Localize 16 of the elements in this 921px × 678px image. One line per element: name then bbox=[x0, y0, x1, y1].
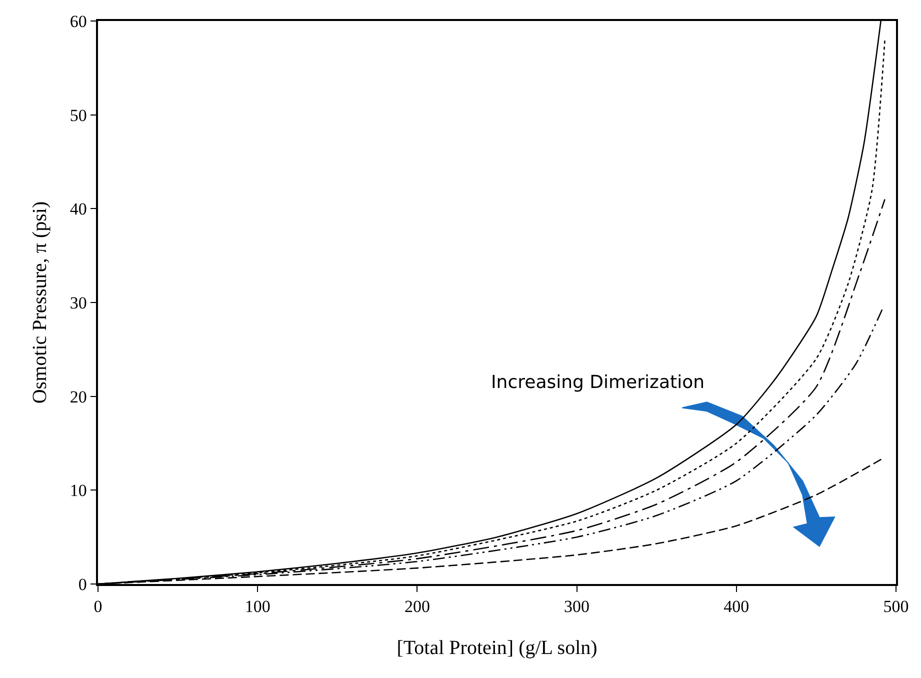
x-tick-label: 300 bbox=[564, 597, 590, 616]
y-axis-title: Osmotic Pressure, π (psi) bbox=[28, 201, 51, 404]
y-tick-label: 20 bbox=[70, 387, 87, 406]
x-tick-label: 400 bbox=[724, 597, 750, 616]
y-tick-label: 60 bbox=[70, 12, 87, 31]
y-tick-label: 10 bbox=[70, 481, 87, 500]
x-tick-label: 100 bbox=[244, 597, 270, 616]
x-axis-title: [Total Protein] (g/L soln) bbox=[396, 637, 598, 660]
x-tick-label: 0 bbox=[94, 597, 102, 616]
y-tick-label: 30 bbox=[70, 293, 87, 312]
y-tick-label: 50 bbox=[70, 106, 87, 125]
y-tick-label: 40 bbox=[70, 200, 87, 219]
y-tick-label: 0 bbox=[78, 574, 87, 594]
x-tick-label: 200 bbox=[404, 597, 430, 616]
annotation: Increasing Dimerization bbox=[491, 372, 704, 393]
x-tick-label: 500 bbox=[883, 597, 909, 616]
